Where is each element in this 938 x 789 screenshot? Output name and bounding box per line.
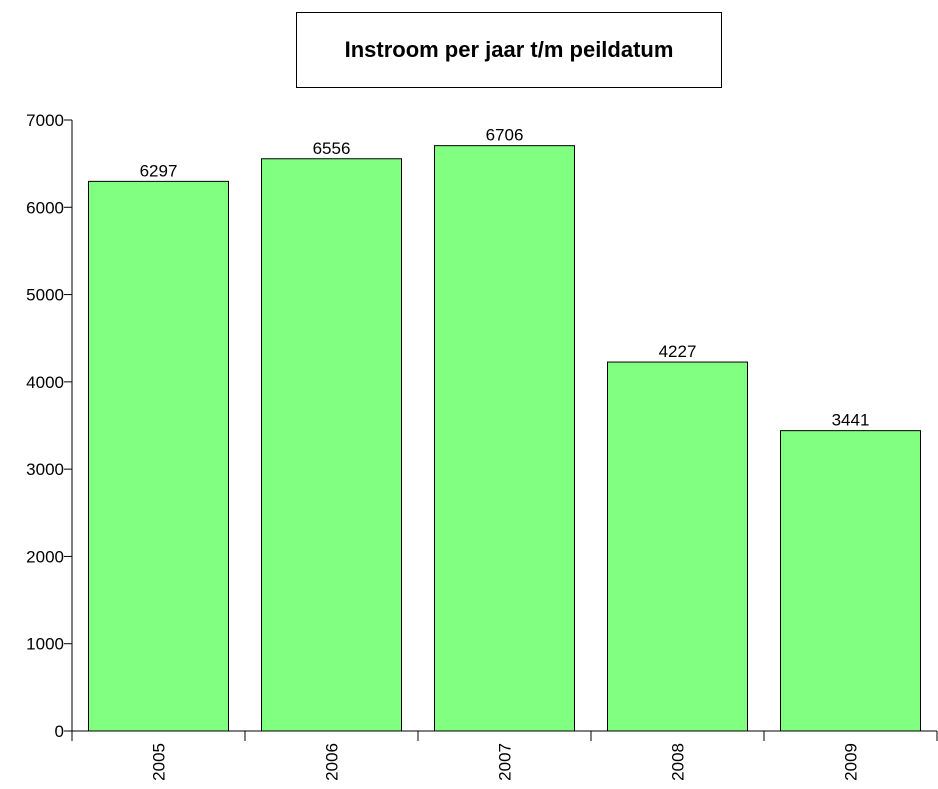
data-label-2007: 6706 <box>486 126 524 145</box>
y-tick-label-1000: 1000 <box>26 635 64 654</box>
bar-2007 <box>434 145 575 732</box>
x-tick-label-2009: 2009 <box>842 743 861 781</box>
x-tick-label-2008: 2008 <box>669 743 688 781</box>
data-label-2006: 6556 <box>313 139 351 158</box>
bar-2008 <box>607 361 748 732</box>
y-tick-label-3000: 3000 <box>26 460 64 479</box>
data-label-2005: 6297 <box>140 161 178 180</box>
data-label-2008: 4227 <box>659 342 697 361</box>
y-tick-label-2000: 2000 <box>26 547 64 566</box>
x-tick-label-2005: 2005 <box>150 743 169 781</box>
bar-2005 <box>88 180 229 732</box>
y-tick-label-4000: 4000 <box>26 373 64 392</box>
y-tick-label-5000: 5000 <box>26 286 64 305</box>
chart-title: Instroom per jaar t/m peildatum <box>296 12 722 88</box>
x-tick-label-2007: 2007 <box>496 743 515 781</box>
y-tick-label-7000: 7000 <box>26 111 64 130</box>
x-tick-label-2006: 2006 <box>323 743 342 781</box>
y-tick-label-6000: 6000 <box>26 198 64 217</box>
data-label-2009: 3441 <box>832 411 870 430</box>
bar-2009 <box>780 430 921 732</box>
y-tick-label-0: 0 <box>55 722 64 741</box>
bar-2006 <box>261 158 402 732</box>
